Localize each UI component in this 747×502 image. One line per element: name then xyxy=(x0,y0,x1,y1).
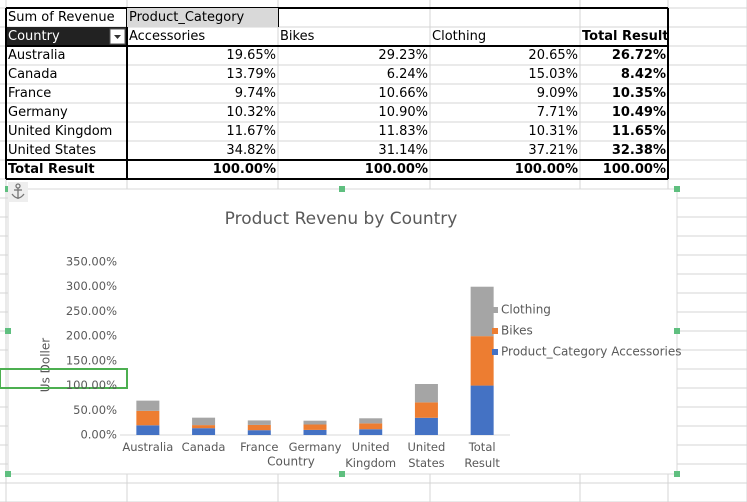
cell-selection xyxy=(0,368,128,389)
y-tick-label: 150.00% xyxy=(66,353,117,367)
anchor-icon xyxy=(8,182,28,202)
table-cell: 11.67% xyxy=(226,124,276,139)
chart-title: Product Revenu by Country xyxy=(225,209,458,229)
table-cell: 13.79% xyxy=(226,67,276,82)
y-axis-title: Us Doller xyxy=(39,338,53,392)
table-cell: 9.09% xyxy=(536,86,578,101)
bar-segment xyxy=(136,410,160,426)
table-cell: 20.65% xyxy=(528,48,578,63)
table-cell: 34.82% xyxy=(226,143,276,158)
table-cell: United Kingdom xyxy=(8,124,113,139)
legend-swatch xyxy=(492,349,498,355)
y-tick-label: 200.00% xyxy=(66,329,117,343)
legend-label: Bikes xyxy=(501,324,533,338)
table-cell: 19.65% xyxy=(226,48,276,63)
bar-segment xyxy=(359,423,383,430)
table-cell: 11.65% xyxy=(611,124,666,139)
x-axis-title: Country xyxy=(267,455,315,469)
table-cell: Canada xyxy=(8,67,58,82)
table-cell: 8.42% xyxy=(620,67,666,82)
bar-segment xyxy=(303,424,327,430)
table-cell: Country xyxy=(8,29,60,44)
y-tick-label: 250.00% xyxy=(66,304,117,318)
table-cell: Product_Category xyxy=(127,8,278,27)
x-tick-label: United States xyxy=(407,440,446,470)
dropdown-arrow xyxy=(114,35,121,39)
table-cell: Clothing xyxy=(432,29,487,44)
bar-segment xyxy=(247,424,271,431)
chart-area[interactable] xyxy=(7,188,678,475)
bar-segment xyxy=(247,430,271,435)
table-cell: 100.00% xyxy=(212,162,276,177)
bar-segment xyxy=(470,286,494,337)
table-cell: 100.00% xyxy=(364,162,428,177)
table-cell: 9.74% xyxy=(234,86,276,101)
bar-segment xyxy=(303,420,327,425)
x-tick-label: Australia xyxy=(122,440,174,454)
legend-label: Clothing xyxy=(501,303,551,317)
bar-segment xyxy=(303,429,327,435)
x-tick-label: United Kingdom xyxy=(345,440,397,470)
table-cell: 10.66% xyxy=(378,86,428,101)
bar-segment xyxy=(136,400,160,411)
table-cell: 10.90% xyxy=(378,105,428,120)
table-cell: 10.31% xyxy=(528,124,578,139)
legend-swatch xyxy=(492,328,498,334)
table-cell: 10.32% xyxy=(226,105,276,120)
table-cell: Total Result xyxy=(582,29,668,44)
header-fill xyxy=(6,27,127,46)
bar-segment xyxy=(359,418,383,424)
table-cell: Sum of Revenue xyxy=(8,10,115,25)
bar-segment xyxy=(414,402,438,418)
bar-segment xyxy=(192,417,216,426)
y-tick-label: 0.00% xyxy=(80,428,117,442)
bar-segment xyxy=(192,428,216,435)
legend-label: Product_Category Accessories xyxy=(501,345,682,359)
bar-segment xyxy=(414,417,438,435)
bar-segment xyxy=(470,336,494,386)
y-tick-label: 100.00% xyxy=(66,378,117,392)
legend-swatch xyxy=(492,307,498,313)
bar-segment xyxy=(136,425,160,435)
table-cell: 15.03% xyxy=(528,67,578,82)
table-cell: 10.49% xyxy=(611,105,666,120)
bar-segment xyxy=(359,429,383,435)
x-tick-label: Total Result xyxy=(464,440,500,470)
table-cell: 29.23% xyxy=(378,48,428,63)
bar-segment xyxy=(247,420,271,425)
y-tick-label: 50.00% xyxy=(73,403,117,417)
y-tick-label: 350.00% xyxy=(66,255,117,269)
table-cell: 26.72% xyxy=(611,48,666,63)
table-cell: United States xyxy=(8,143,97,158)
table-cell: 32.38% xyxy=(611,143,666,158)
table-cell: Total Result xyxy=(8,162,95,177)
table-cell: 11.83% xyxy=(378,124,428,139)
table-cell: 100.00% xyxy=(514,162,578,177)
bar-segment xyxy=(192,425,216,429)
table-cell: 10.35% xyxy=(611,86,666,101)
table-cell: 100.00% xyxy=(602,162,666,177)
bar-segment xyxy=(414,384,438,403)
table-cell: Bikes xyxy=(280,29,315,44)
table-cell: Accessories xyxy=(129,29,206,44)
x-tick-label: Germany xyxy=(288,440,342,454)
table-cell: France xyxy=(8,86,52,101)
x-tick-label: France xyxy=(240,440,279,454)
table-cell: 37.21% xyxy=(528,143,578,158)
table-cell: 7.71% xyxy=(536,105,578,120)
table-cell: Australia xyxy=(8,48,66,63)
y-tick-label: 300.00% xyxy=(66,279,117,293)
bar-segment xyxy=(470,385,494,435)
table-cell: 31.14% xyxy=(378,143,428,158)
table-cell: 6.24% xyxy=(386,67,428,82)
x-tick-label: Canada xyxy=(181,440,226,454)
table-cell: Germany xyxy=(8,105,68,120)
